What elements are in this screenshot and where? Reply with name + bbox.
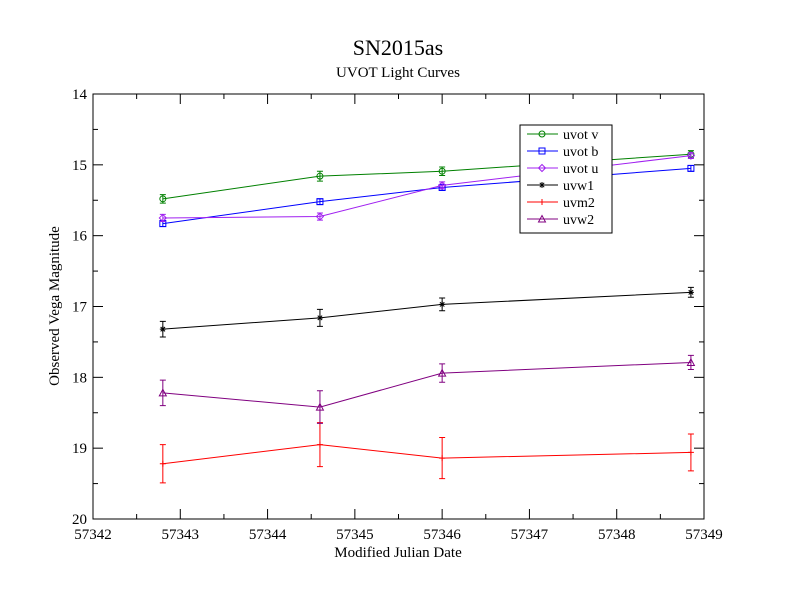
x-tick-label: 57343 — [162, 527, 200, 543]
data-point — [159, 460, 166, 467]
series-uvm2 — [159, 422, 694, 484]
data-point — [438, 167, 446, 175]
legend-label: uvot b — [563, 145, 598, 160]
data-point — [439, 455, 446, 462]
x-tick-label: 57348 — [598, 527, 636, 543]
data-point — [316, 441, 323, 448]
x-tick-label: 57345 — [336, 527, 374, 543]
chart-title: SN2015as — [353, 35, 443, 60]
error-bar — [316, 390, 323, 424]
legend: uvot v uvot b uvot u uvw1 uvm2 uvw2 — [519, 124, 613, 234]
data-point — [316, 198, 324, 206]
legend-label: uvot u — [563, 162, 598, 177]
data-point — [316, 172, 324, 180]
data-point — [439, 301, 446, 308]
data-point — [687, 164, 695, 172]
data-point — [315, 212, 325, 221]
error-bar — [159, 379, 166, 407]
y-tick-label: 17 — [72, 300, 88, 316]
y-axis-label: Observed Vega Magnitude — [47, 226, 63, 386]
data-point — [158, 388, 168, 397]
data-point — [687, 449, 694, 456]
y-tick-label: 18 — [72, 370, 87, 386]
x-tick-label: 57346 — [423, 527, 461, 543]
error-bar — [687, 354, 694, 371]
x-axis-label: Modified Julian Date — [334, 545, 462, 561]
data-point — [159, 195, 167, 203]
data-point — [537, 163, 547, 173]
data-point — [316, 314, 323, 321]
legend-box — [519, 124, 613, 234]
y-tick-label: 16 — [72, 229, 88, 245]
y-tick-label: 19 — [72, 441, 87, 457]
data-point — [538, 147, 546, 155]
data-point — [315, 402, 325, 411]
legend-label: uvm2 — [563, 196, 595, 211]
series-line — [162, 291, 691, 330]
y-tick-label: 15 — [72, 158, 87, 174]
data-point — [159, 326, 166, 333]
series-uvw1 — [159, 286, 694, 338]
x-tick-label: 57347 — [511, 527, 549, 543]
data-point — [437, 181, 447, 190]
data-point — [538, 130, 546, 138]
axis-ticks: 57342 57343 57344 57345 57346 57347 57348 57349… — [72, 87, 723, 543]
data-point — [437, 368, 447, 377]
data-point — [686, 357, 696, 366]
data-point — [158, 213, 168, 223]
series-line — [162, 444, 691, 465]
chart-subtitle: UVOT Light Curves — [336, 65, 460, 81]
x-tick-label: 57349 — [685, 527, 723, 543]
legend-label: uvot v — [563, 128, 598, 143]
error-bar — [439, 363, 446, 383]
y-tick-label: 20 — [72, 512, 87, 528]
x-tick-label: 57344 — [249, 527, 287, 543]
data-point — [539, 182, 545, 188]
data-point — [686, 151, 696, 160]
data-point — [539, 199, 545, 205]
data-point — [537, 214, 547, 223]
legend-label: uvw2 — [563, 213, 594, 228]
x-tick-label: 57342 — [74, 527, 112, 543]
y-tick-label: 14 — [72, 87, 88, 103]
series-line — [162, 361, 691, 408]
legend-label: uvw1 — [563, 179, 594, 194]
data-point — [687, 289, 694, 296]
series-uvw2 — [158, 354, 696, 424]
